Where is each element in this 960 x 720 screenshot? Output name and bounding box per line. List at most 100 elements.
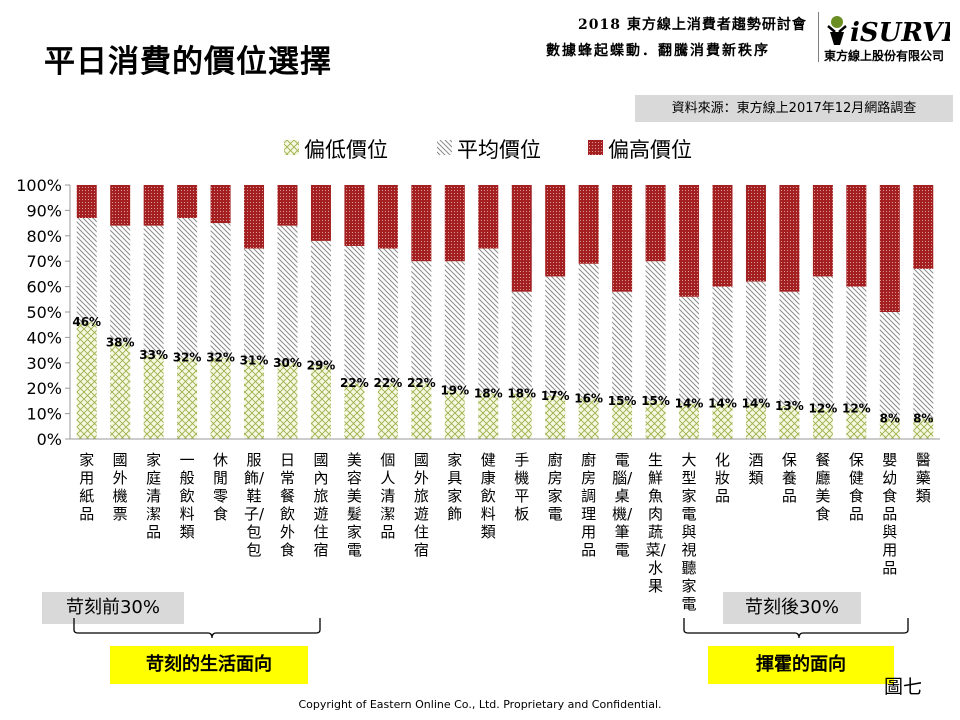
bar-segment-high: [210, 185, 231, 224]
bar-segment-average: [177, 218, 198, 358]
bar-segment-high: [76, 185, 97, 219]
x-category-label: 保健食品: [848, 451, 864, 523]
x-category-label: 化妝品: [714, 451, 730, 505]
bar-segment-low: [812, 408, 833, 439]
data-label: 12%: [809, 402, 838, 416]
bar-segment-average: [210, 223, 231, 358]
bar-segment-average: [812, 276, 833, 409]
bar-segment-average: [244, 248, 265, 361]
bar-segment-high: [244, 185, 265, 249]
bar-segment-low: [712, 403, 733, 439]
bar-segment-low: [310, 365, 331, 439]
legend-label-low: 偏低價位: [304, 138, 388, 162]
bar-segment-average: [277, 225, 298, 363]
figure-label: 圖七: [884, 676, 923, 698]
data-label: 16%: [574, 391, 603, 405]
legend-label-high: 偏高價位: [608, 138, 692, 162]
bar-segment-high: [143, 185, 164, 226]
bar-segment-average: [645, 261, 666, 401]
data-label: 14%: [742, 396, 771, 410]
data-label: 18%: [507, 386, 536, 400]
frugal-aspects-tag: 苛刻的生活面向: [110, 646, 308, 684]
x-category-label: 餐廳美食: [815, 451, 831, 523]
event-subtitle: 數據蜂起蝶動．翻騰消費新秩序: [546, 43, 770, 59]
data-label: 12%: [842, 402, 871, 416]
bar-segment-high: [578, 185, 599, 264]
legend-swatch-high: [588, 140, 603, 155]
bar-segment-high: [545, 185, 566, 277]
bar-segment-average: [913, 268, 934, 419]
data-label: 15%: [608, 394, 637, 408]
bar-segment-average: [76, 218, 97, 323]
bar-segment-high: [779, 185, 800, 292]
harsh-first-30-box: 苛刻前30%: [42, 592, 184, 624]
y-tick-label: 10%: [26, 405, 62, 424]
bar-segment-low: [779, 405, 800, 439]
data-label: 22%: [407, 376, 436, 390]
bar-segment-average: [612, 291, 633, 401]
x-category-label: 健康飲料類: [480, 451, 496, 541]
bar-segment-low: [277, 362, 298, 439]
bar-segment-low: [444, 390, 465, 439]
data-label: 14%: [708, 396, 737, 410]
x-category-label: 嬰幼食品與用品: [882, 451, 898, 577]
data-label: 18%: [474, 386, 503, 400]
bar-segment-high: [478, 185, 499, 249]
data-label: 38%: [106, 335, 135, 349]
bar-segment-high: [444, 185, 465, 262]
bar-segment-low: [411, 383, 432, 439]
bar-segment-high: [277, 185, 298, 226]
legend-label-avg: 平均價位: [457, 138, 541, 162]
chart-legend: 偏低價位 平均價位 偏高價位: [284, 138, 692, 162]
x-category-label: 日常餐飲外食: [279, 451, 295, 559]
bar-segment-average: [679, 296, 700, 404]
harsh-last-30-box: 苛刻後30%: [723, 592, 861, 624]
bar-segment-high: [344, 185, 365, 246]
bar-segment-average: [779, 291, 800, 406]
x-category-label: 家庭清潔品: [146, 451, 162, 541]
data-label: 8%: [880, 412, 900, 426]
header-divider: [818, 12, 819, 62]
bar-segment-average: [444, 261, 465, 391]
x-category-label: 個人清潔品: [380, 451, 396, 541]
bar-segment-high: [612, 185, 633, 292]
x-category-label: 家具家飾: [447, 451, 463, 523]
bar-segment-low: [879, 418, 900, 439]
bar-segment-high: [846, 185, 867, 287]
bar-segment-low: [478, 393, 499, 439]
bar-segment-low: [76, 322, 97, 439]
event-title: 2018 東方線上消費者趨勢研討會: [578, 17, 807, 33]
bar-segment-high: [110, 185, 131, 226]
data-label: 46%: [72, 315, 101, 329]
logo-figure-icon: [827, 16, 847, 45]
bar-segment-low: [545, 395, 566, 439]
data-label: 29%: [307, 358, 336, 372]
bar-segment-high: [712, 185, 733, 287]
data-label: 14%: [675, 396, 704, 410]
isurvey-logo: iSURVEY: [827, 16, 950, 46]
bar-segment-low: [143, 355, 164, 439]
bar-segment-average: [545, 276, 566, 396]
bar-segment-low: [612, 400, 633, 439]
bar-segment-low: [913, 418, 934, 439]
bar-segment-low: [110, 342, 131, 439]
data-label: 8%: [913, 412, 933, 426]
bar-segment-average: [377, 248, 398, 384]
bar-segment-low: [177, 357, 198, 439]
data-label: 19%: [440, 384, 469, 398]
bar-segment-low: [377, 383, 398, 439]
x-category-label: 酒類: [748, 451, 764, 487]
x-category-label: 美容美髮家電: [346, 451, 362, 559]
bar-segment-average: [846, 286, 867, 409]
bar-segment-low: [344, 383, 365, 439]
data-label: 30%: [273, 356, 302, 370]
y-tick-label: 90%: [26, 201, 62, 220]
x-category-label: 一般飲料類: [179, 451, 195, 541]
x-category-label: 電腦/桌機/筆電: [612, 451, 633, 559]
bar-segment-low: [846, 408, 867, 439]
data-label: 32%: [206, 351, 235, 365]
bar-segment-high: [377, 185, 398, 249]
stacked-bar-chart: 偏低價位 平均價位 偏高價位 0% 10% 20% 30% 40% 50% 60% 70% 80…: [16, 138, 940, 449]
data-label: 32%: [173, 351, 202, 365]
y-tick-label: 70%: [26, 252, 62, 271]
